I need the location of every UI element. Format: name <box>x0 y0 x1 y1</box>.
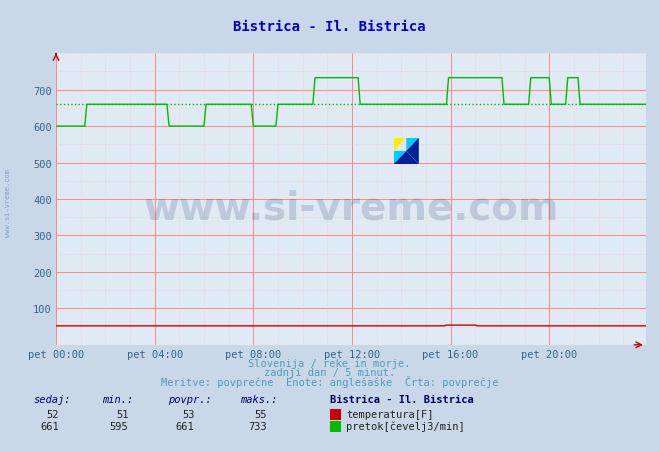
Text: 733: 733 <box>248 421 267 431</box>
Text: pretok[čevelj3/min]: pretok[čevelj3/min] <box>346 421 465 432</box>
Text: 595: 595 <box>110 421 129 431</box>
Text: maks.:: maks.: <box>241 394 278 404</box>
Text: zadnji dan / 5 minut.: zadnji dan / 5 minut. <box>264 367 395 377</box>
Polygon shape <box>394 152 407 165</box>
Text: Slovenija / reke in morje.: Slovenija / reke in morje. <box>248 358 411 368</box>
Text: www.si-vreme.com: www.si-vreme.com <box>5 169 11 237</box>
Polygon shape <box>394 152 419 165</box>
Text: min.:: min.: <box>102 394 133 404</box>
Text: 52: 52 <box>47 409 59 419</box>
Text: Meritve: povprečne  Enote: anglešaške  Črta: povprečje: Meritve: povprečne Enote: anglešaške Črt… <box>161 375 498 387</box>
Text: 661: 661 <box>41 421 59 431</box>
Text: sedaj:: sedaj: <box>33 394 71 404</box>
Text: temperatura[F]: temperatura[F] <box>346 409 434 419</box>
Polygon shape <box>407 138 419 152</box>
Text: 53: 53 <box>182 409 194 419</box>
Text: 661: 661 <box>176 421 194 431</box>
Text: www.si-vreme.com: www.si-vreme.com <box>143 189 559 227</box>
Text: povpr.:: povpr.: <box>168 394 212 404</box>
Text: 51: 51 <box>116 409 129 419</box>
Text: 55: 55 <box>254 409 267 419</box>
Polygon shape <box>394 138 407 152</box>
Text: Bistrica - Il. Bistrica: Bistrica - Il. Bistrica <box>330 394 473 404</box>
Text: Bistrica - Il. Bistrica: Bistrica - Il. Bistrica <box>233 20 426 34</box>
Polygon shape <box>407 138 419 165</box>
